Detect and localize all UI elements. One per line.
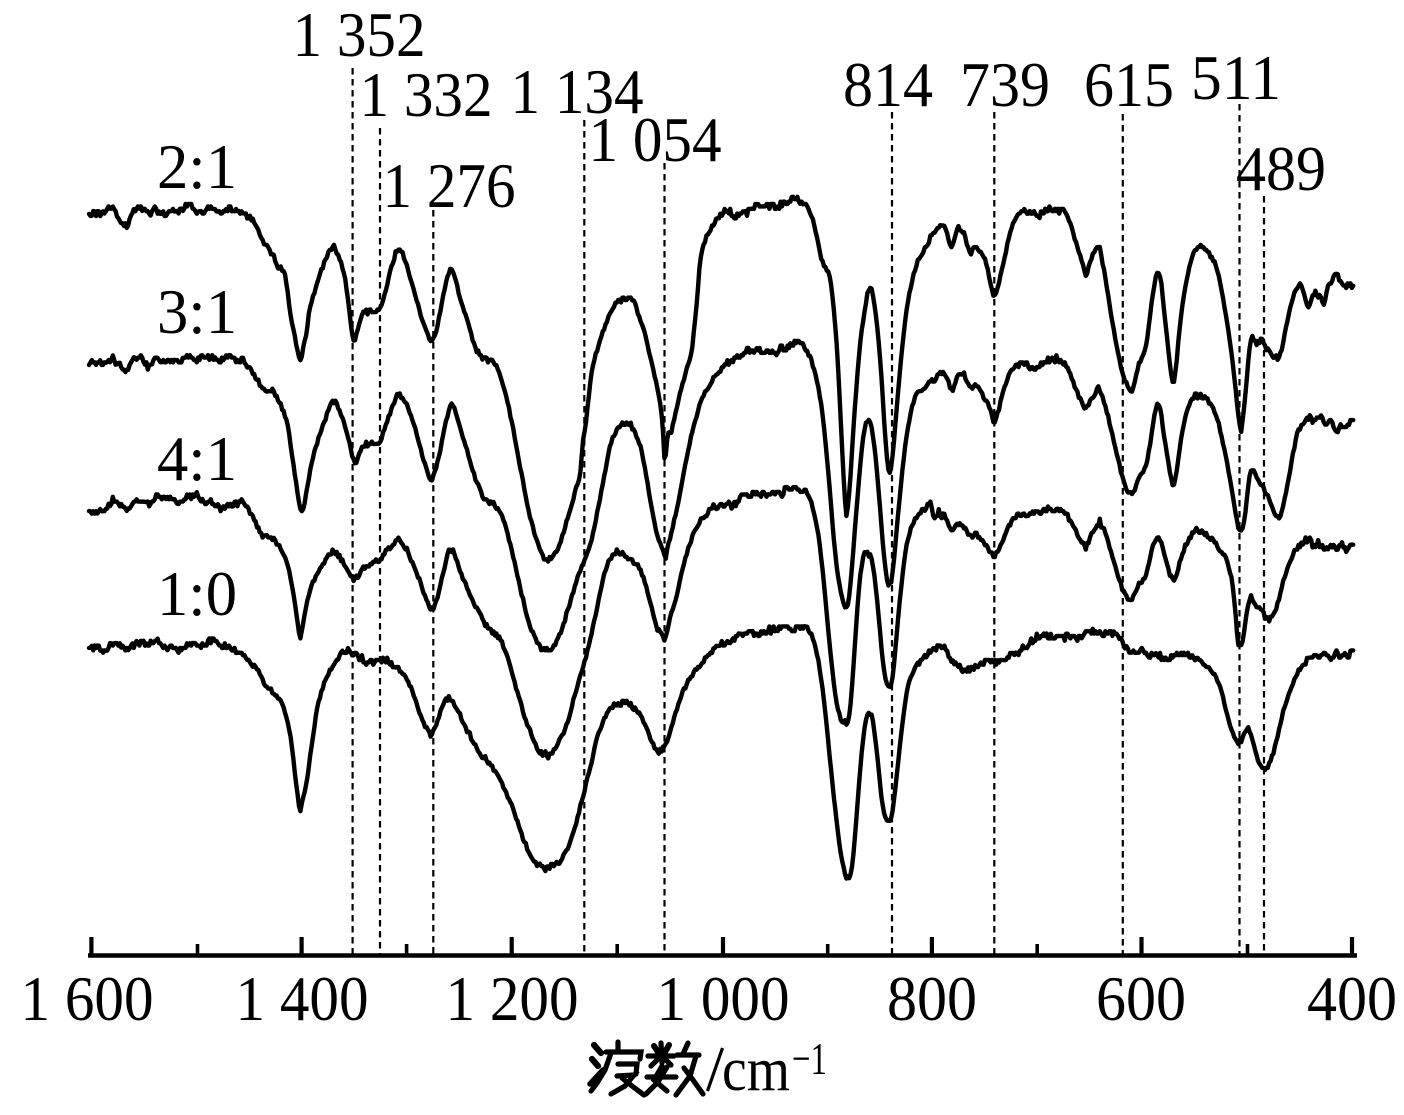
svg-text:1 332: 1 332 [360, 59, 493, 130]
svg-text:−1: −1 [792, 1033, 827, 1084]
svg-text:1 000: 1 000 [657, 963, 790, 1034]
svg-text:4:1: 4:1 [157, 423, 237, 494]
svg-text:1 352: 1 352 [293, 0, 426, 70]
svg-text:3:1: 3:1 [157, 276, 237, 347]
svg-text:1 400: 1 400 [236, 963, 369, 1034]
svg-text:400: 400 [1307, 963, 1397, 1034]
svg-text:1 134: 1 134 [511, 56, 644, 127]
svg-text:814: 814 [843, 49, 933, 120]
svg-text:1:0: 1:0 [157, 558, 237, 629]
svg-text:1 054: 1 054 [589, 104, 722, 175]
svg-text:2:1: 2:1 [157, 131, 237, 202]
svg-text:1 276: 1 276 [383, 150, 516, 221]
svg-text:800: 800 [887, 963, 977, 1034]
svg-text:739: 739 [960, 49, 1050, 120]
svg-text:600: 600 [1096, 963, 1186, 1034]
svg-text:511: 511 [1191, 42, 1281, 113]
svg-text:1 600: 1 600 [21, 963, 154, 1034]
svg-text:1 200: 1 200 [446, 963, 579, 1034]
svg-text:615: 615 [1084, 49, 1174, 120]
svg-text:489: 489 [1236, 133, 1326, 204]
svg-text:cm: cm [722, 1036, 790, 1104]
